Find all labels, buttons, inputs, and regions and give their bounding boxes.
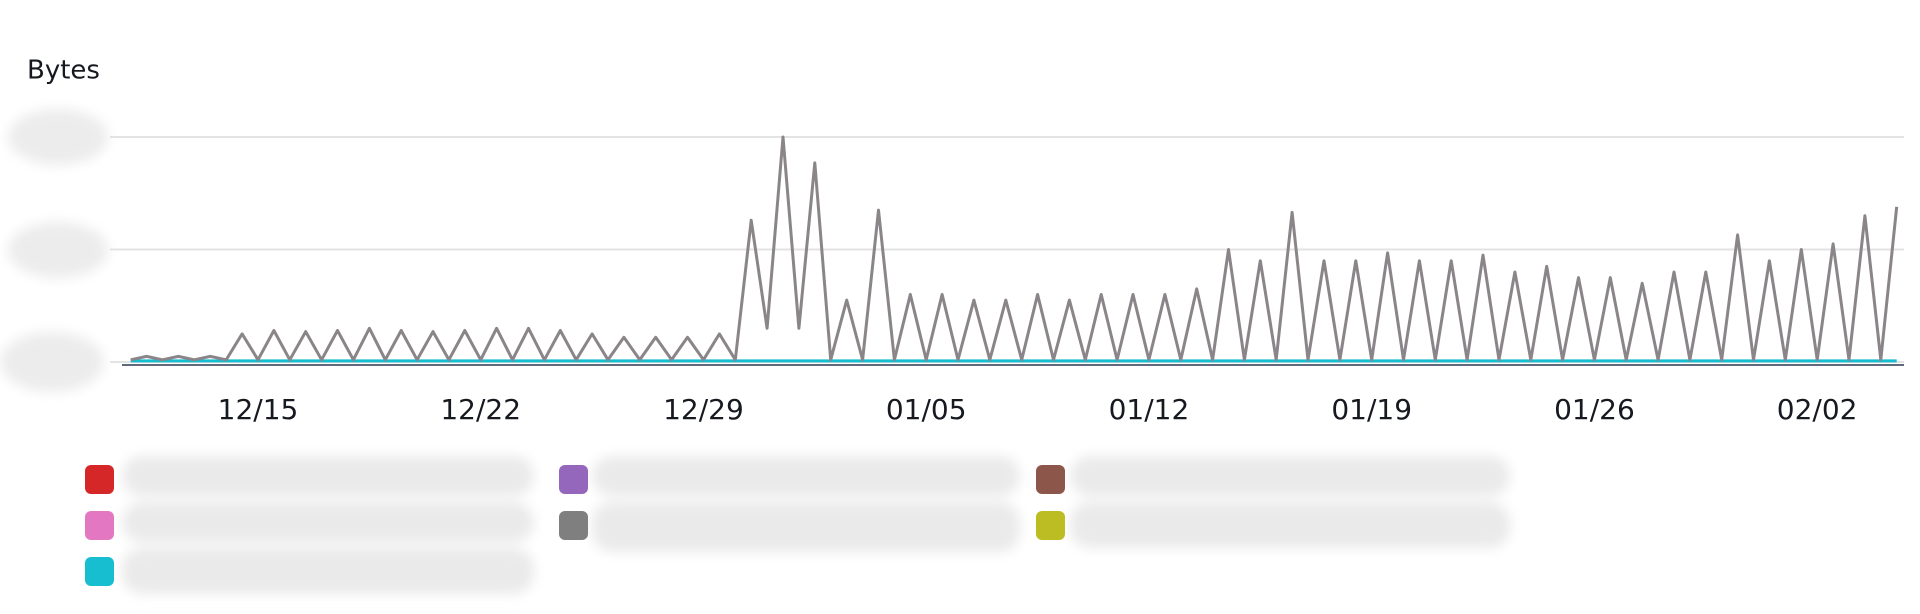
x-tick-label: 01/19	[1331, 393, 1412, 426]
x-tick-label: 01/05	[886, 393, 967, 426]
x-tick-label: 01/12	[1109, 393, 1190, 426]
redacted-legend	[122, 456, 1510, 594]
redacted-blob	[0, 332, 104, 392]
legend-swatch	[559, 511, 588, 540]
x-tick-label: 01/26	[1554, 393, 1635, 426]
x-tick-label: 02/02	[1777, 393, 1858, 426]
legend-swatch	[1036, 465, 1065, 494]
redacted-y-labels	[0, 109, 108, 392]
legend-swatch	[85, 465, 114, 494]
x-tick-label: 12/22	[440, 393, 521, 426]
redacted-blob	[122, 502, 534, 542]
redacted-blob	[8, 222, 108, 278]
redacted-blob	[592, 456, 1020, 496]
x-tick-label: 12/29	[663, 393, 744, 426]
redacted-blob	[8, 109, 108, 165]
legend-swatch	[85, 557, 114, 586]
legend-swatch	[559, 465, 588, 494]
series-line	[130, 135, 1899, 362]
redacted-blob	[1070, 502, 1510, 548]
redacted-blob	[122, 548, 534, 594]
y-axis-label: Bytes	[27, 56, 100, 86]
legend-swatch	[85, 511, 114, 540]
x-tick-label: 12/15	[218, 393, 299, 426]
redacted-blob	[592, 502, 1020, 552]
redacted-blob	[1070, 456, 1510, 496]
legend-swatch	[1036, 511, 1065, 540]
redacted-blob	[122, 456, 534, 496]
